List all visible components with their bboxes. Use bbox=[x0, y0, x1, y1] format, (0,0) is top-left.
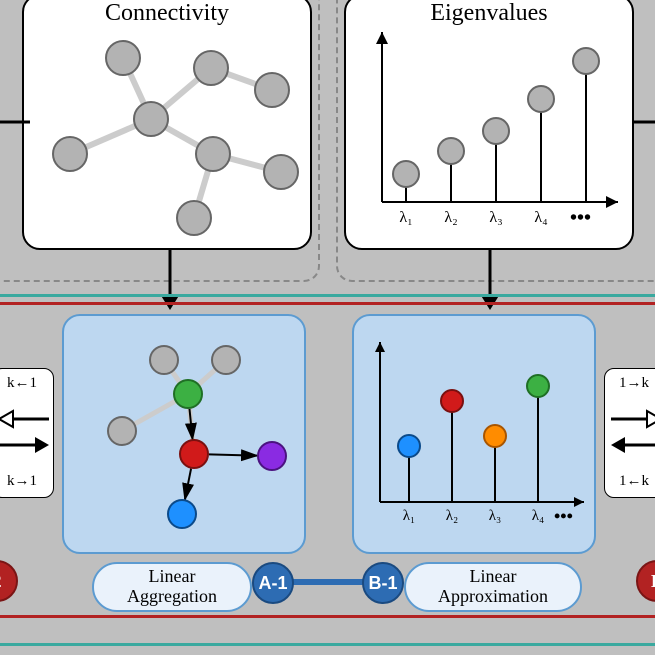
svg-text:λ₂: λ₂ bbox=[444, 209, 457, 226]
west-line bbox=[0, 120, 30, 124]
k-box-left: k←1 k→1 bbox=[0, 368, 54, 498]
red-badge-left-label: 2 bbox=[0, 571, 2, 592]
k-left-arrows bbox=[0, 401, 55, 471]
eigenvalues-panel: Eigenvalues λ₁ λ₂ λ₃ λ₄ ••• bbox=[344, 0, 634, 250]
pill-linear-aggregation: Linear Aggregation bbox=[92, 562, 252, 612]
eigenvalues-title: Eigenvalues bbox=[346, 0, 632, 27]
pill-left-label: Linear Aggregation bbox=[127, 567, 217, 607]
svg-text:•••: ••• bbox=[570, 207, 591, 229]
badge-b1: B-1 bbox=[362, 562, 404, 604]
badge-a1-label: A-1 bbox=[258, 573, 287, 594]
k-left-top: k←1 bbox=[7, 375, 37, 392]
svg-text:λ₄: λ₄ bbox=[534, 209, 548, 226]
pill-linear-approximation: Linear Approximation bbox=[404, 562, 582, 612]
k-box-right: 1→k 1←k bbox=[604, 368, 655, 498]
svg-text:λ₂: λ₂ bbox=[446, 508, 459, 524]
connectivity-panel: Connectivity bbox=[22, 0, 312, 250]
k-left-bottom: k→1 bbox=[7, 473, 37, 490]
badge-a1: A-1 bbox=[252, 562, 294, 604]
k-right-top: 1→k bbox=[619, 375, 649, 392]
right-blue-panel: λ₁ λ₂ λ₃ λ₄ ••• bbox=[352, 314, 596, 554]
svg-text:λ₁: λ₁ bbox=[399, 209, 412, 226]
left-blue-graph bbox=[64, 316, 308, 556]
svg-text:λ₄: λ₄ bbox=[532, 508, 545, 524]
left-blue-panel bbox=[62, 314, 306, 554]
connectivity-graph bbox=[24, 0, 314, 252]
pill-right-label: Linear Approximation bbox=[438, 567, 548, 607]
east-line bbox=[632, 120, 655, 124]
svg-text:λ₃: λ₃ bbox=[489, 209, 502, 226]
k-right-arrows bbox=[605, 401, 655, 471]
k-right-bottom: 1←k bbox=[619, 473, 649, 490]
svg-text:λ₃: λ₃ bbox=[489, 508, 502, 524]
red-badge-right-label: B bbox=[651, 571, 655, 592]
svg-text:λ₁: λ₁ bbox=[403, 508, 416, 524]
eigenvalues-chart: λ₁ λ₂ λ₃ λ₄ ••• bbox=[346, 0, 636, 252]
connectivity-title: Connectivity bbox=[24, 0, 310, 27]
badge-b1-label: B-1 bbox=[368, 573, 397, 594]
right-blue-chart: λ₁ λ₂ λ₃ λ₄ ••• bbox=[354, 316, 598, 556]
svg-text:•••: ••• bbox=[554, 506, 573, 526]
